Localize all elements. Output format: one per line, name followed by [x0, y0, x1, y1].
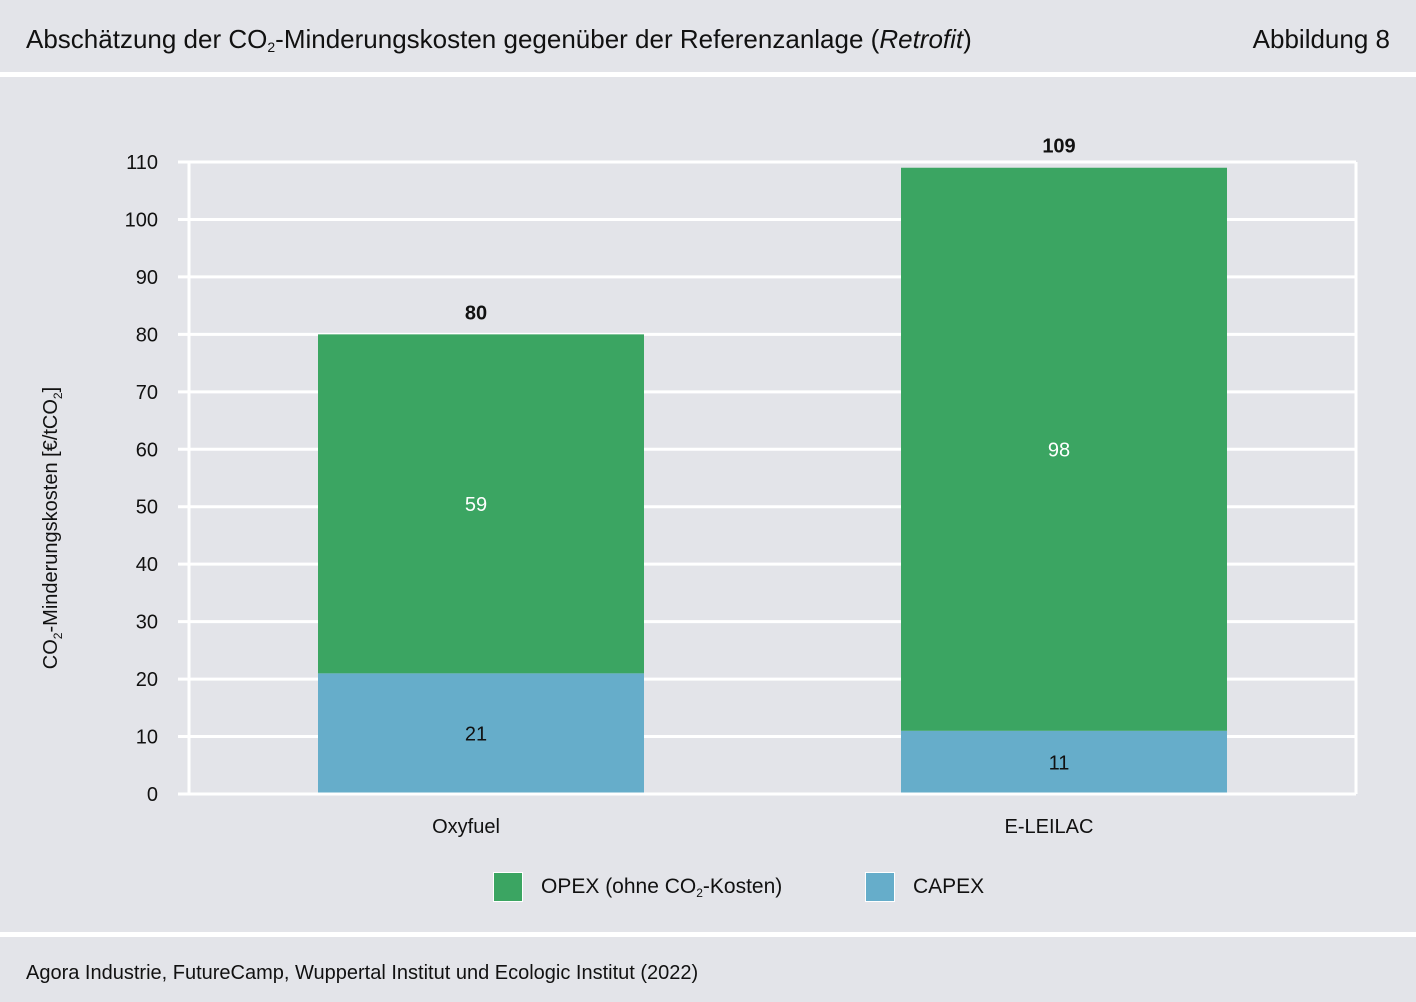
- legend-label-opex: OPEX (ohne CO2-Kosten): [541, 875, 783, 900]
- legend-item-opex: OPEX (ohne CO2-Kosten): [493, 870, 782, 904]
- x-category-label: E-LEILAC: [1005, 816, 1094, 838]
- data-label-total: 80: [465, 302, 487, 324]
- y-tick-label: 30: [136, 612, 158, 634]
- title-subscript: 2: [267, 39, 276, 55]
- data-label-opex: 59: [465, 494, 487, 516]
- bar-segment-capex: [318, 673, 644, 794]
- x-category-label: Oxyfuel: [432, 816, 500, 838]
- bar-chart: 0 10 20 30 40 50 60 70 80 90 100 110 CO2-Minderungsk…: [40, 136, 1358, 838]
- data-label-capex: 11: [1049, 752, 1070, 774]
- bar-segment-capex: [901, 730, 1227, 794]
- y-tick-label: 20: [136, 669, 158, 691]
- bar-segment-opex: [901, 167, 1227, 731]
- title-text-3: ): [963, 24, 972, 54]
- y-tick-label: 80: [136, 324, 158, 346]
- legend-item-capex: CAPEX: [865, 870, 984, 904]
- figure-label: Abbildung 8: [1252, 24, 1390, 54]
- bar-segment-opex: [318, 334, 644, 674]
- y-tick-label: 70: [136, 382, 158, 404]
- data-label-capex: 21: [465, 724, 487, 746]
- bottom-divider: [0, 932, 1416, 937]
- y-tick-label: 0: [147, 784, 158, 806]
- y-tick-label: 110: [126, 152, 158, 174]
- title-text-2: -Minderungskosten gegenüber der Referenz…: [275, 24, 880, 54]
- chart-title: Abschätzung der CO2-Minderungskosten geg…: [26, 22, 972, 56]
- header: Abschätzung der CO2-Minderungskosten geg…: [0, 0, 1416, 74]
- y-tick-label: 90: [136, 267, 158, 289]
- source-note: Agora Industrie, FutureCamp, Wuppertal I…: [26, 962, 699, 984]
- legend: OPEX (ohne CO2-Kosten) CAPEX: [0, 870, 1416, 904]
- y-tick-label: 60: [136, 439, 158, 461]
- legend-swatch-capex: [865, 872, 895, 902]
- data-label-opex: 98: [1048, 439, 1070, 461]
- top-divider: [0, 72, 1416, 77]
- y-axis-label: CO2-Minderungskosten [€/tCO2]: [40, 387, 65, 669]
- legend-label-capex: CAPEX: [913, 875, 985, 898]
- y-tick-label: 10: [136, 727, 158, 749]
- legend-swatch-opex: [493, 872, 523, 902]
- y-tick-label: 40: [136, 554, 158, 576]
- y-tick-label: 50: [136, 497, 158, 519]
- title-italic: Retrofit: [879, 24, 964, 54]
- data-label-total: 109: [1042, 136, 1075, 158]
- y-tick-label: 100: [125, 209, 158, 231]
- title-text: Abschätzung der CO: [26, 24, 268, 54]
